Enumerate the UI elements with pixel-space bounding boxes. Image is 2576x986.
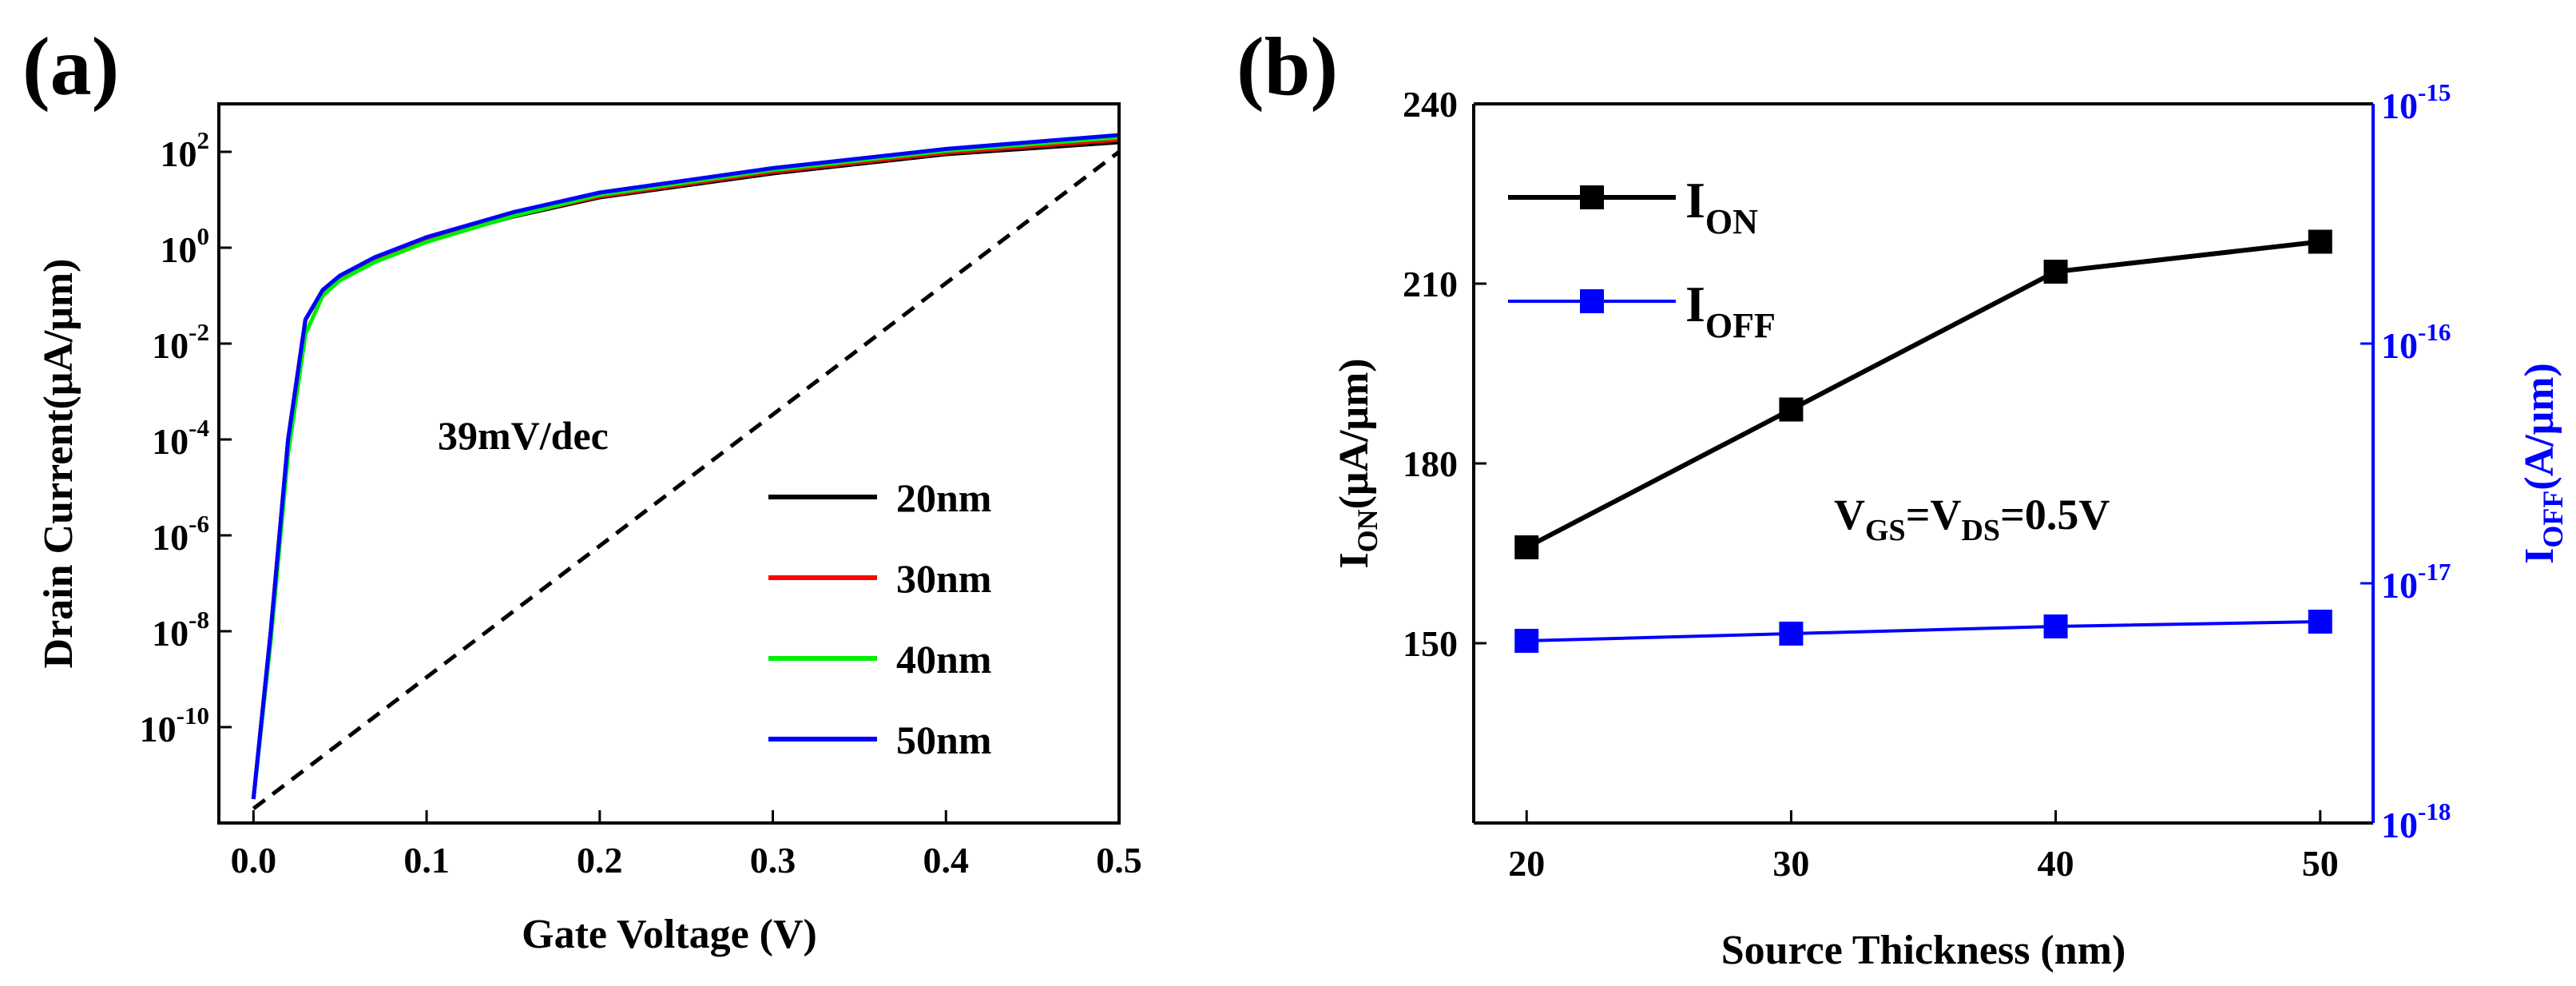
right-y-tick-label: 10-18 (2381, 797, 2451, 845)
y-tick-label: 102 (161, 126, 210, 174)
panel-b-annotation: VGS=VDS=0.5V (1834, 491, 2110, 547)
panel-b-series (1514, 229, 2332, 653)
y-tick-label: 10-4 (152, 414, 209, 462)
x-tick-label: 40 (2038, 843, 2074, 884)
panel-a-label: (a) (22, 21, 119, 113)
x-tick-label: 50 (2302, 843, 2339, 884)
legend-label-50nm: 50nm (896, 718, 991, 762)
panel-a-axes-frame (217, 102, 1121, 825)
reference-slope-line (252, 150, 1119, 810)
x-tick-label: 0.0 (231, 840, 277, 881)
panel-b-right-axis-label: IOFF(A/μm) (2517, 363, 2569, 564)
panel-a-x-axis-label: Gate Voltage (V) (522, 912, 817, 957)
x-tick-label: 20 (1508, 843, 1545, 884)
panel-b-label: (b) (1236, 21, 1338, 113)
series-line-40nm (251, 135, 1119, 800)
right-y-tick-label: 10-16 (2381, 318, 2451, 366)
left-y-tick-label: 240 (1403, 84, 1458, 125)
y-tick-label: 10-8 (152, 606, 209, 654)
panel-b-legend: ION IOFF (1508, 172, 1776, 345)
legend-label-40nm: 40nm (896, 637, 991, 682)
y-tick-label: 10-2 (152, 318, 209, 366)
panel-a-y-tick-labels: 102 100 10-2 10-4 10-6 10-8 10-10 (140, 126, 209, 749)
panel-b-x-tick-labels: 20 30 40 50 (1508, 843, 2339, 884)
legend-ion-marker (1580, 185, 1604, 209)
panel-a-legend: 20nm 30nm 40nm 50nm (768, 475, 991, 762)
series-line-50nm (251, 133, 1119, 800)
panel-b-ticks (1474, 102, 2373, 825)
series-line-30nm (251, 137, 1119, 800)
right-y-tick-label: 10-17 (2381, 558, 2451, 606)
legend-ion-label: ION (1685, 172, 1758, 241)
legend-ioff-label: IOFF (1685, 276, 1776, 345)
ion-marker (2308, 229, 2332, 254)
ion-series-line (1525, 239, 2321, 550)
panel-b: (b) 150 180 210 240 10-15 10-16 10-17 10-18 20… (1236, 21, 2569, 973)
x-tick-label: 0.1 (403, 840, 450, 881)
ioff-marker (1514, 629, 1539, 653)
y-tick-label: 10-6 (152, 510, 209, 558)
legend-label-20nm: 20nm (896, 475, 991, 520)
left-y-tick-label: 210 (1403, 264, 1458, 304)
x-tick-label: 0.2 (577, 840, 623, 881)
y-tick-label: 100 (161, 222, 210, 270)
x-tick-label: 0.5 (1096, 840, 1142, 881)
panel-a-series (251, 133, 1119, 810)
ioff-marker (2308, 610, 2332, 634)
ion-marker (1779, 397, 1804, 422)
left-y-tick-label: 150 (1403, 623, 1458, 664)
y-tick-label: 10-10 (140, 702, 209, 749)
panel-a-annotation: 39mV/dec (438, 413, 609, 458)
panel-a-y-axis-label: Drain Current(μA/μm) (36, 259, 81, 669)
panel-b-left-axis-label: ION(μA/μm) (1332, 358, 1383, 568)
series-line-20nm (251, 140, 1119, 800)
ioff-series-line (1526, 620, 2320, 642)
panel-a-x-tick-labels: 0.0 0.1 0.2 0.3 0.4 0.5 (231, 840, 1142, 881)
ion-marker (1514, 535, 1539, 559)
panel-b-right-tick-labels: 10-15 10-16 10-17 10-18 (2381, 78, 2451, 845)
ion-marker (2043, 260, 2068, 284)
ioff-marker (1779, 622, 1804, 646)
x-tick-label: 0.3 (750, 840, 796, 881)
legend-item-ion: ION (1508, 172, 1758, 241)
legend-ioff-marker (1580, 289, 1604, 313)
x-tick-label: 30 (1772, 843, 1809, 884)
legend-item-ioff: IOFF (1508, 276, 1776, 345)
left-y-tick-label: 180 (1403, 443, 1458, 484)
right-y-tick-label: 10-15 (2381, 78, 2451, 126)
ioff-marker (2043, 614, 2068, 638)
panel-b-left-tick-labels: 150 180 210 240 (1403, 84, 1458, 664)
panel-b-x-axis-label: Source Thickness (nm) (1721, 928, 2126, 973)
legend-label-30nm: 30nm (896, 556, 991, 601)
x-tick-label: 0.4 (923, 840, 970, 881)
